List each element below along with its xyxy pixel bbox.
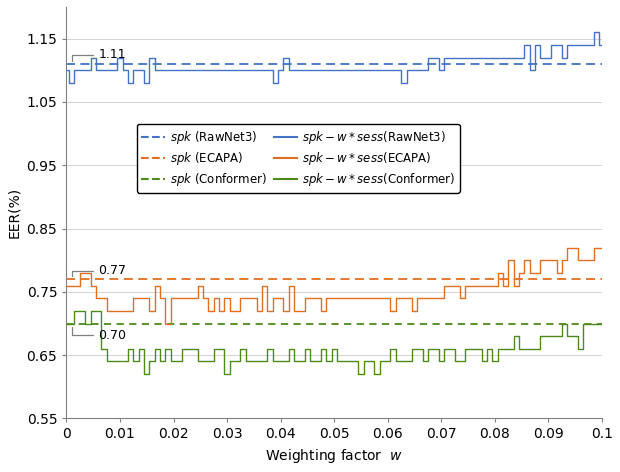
Text: 0.77: 0.77: [72, 264, 126, 277]
Y-axis label: EER(%): EER(%): [7, 187, 21, 238]
Text: 0.70: 0.70: [72, 327, 126, 342]
Legend: $\it{spk}$ (RawNet3), $\it{spk}$ (ECAPA), $\it{spk}$ (Conformer), $\it{spk}-w*\i: $\it{spk}$ (RawNet3), $\it{spk}$ (ECAPA)…: [136, 124, 460, 193]
Text: 1.11: 1.11: [72, 49, 126, 61]
X-axis label: Weighting factor  $w$: Weighting factor $w$: [265, 447, 403, 465]
